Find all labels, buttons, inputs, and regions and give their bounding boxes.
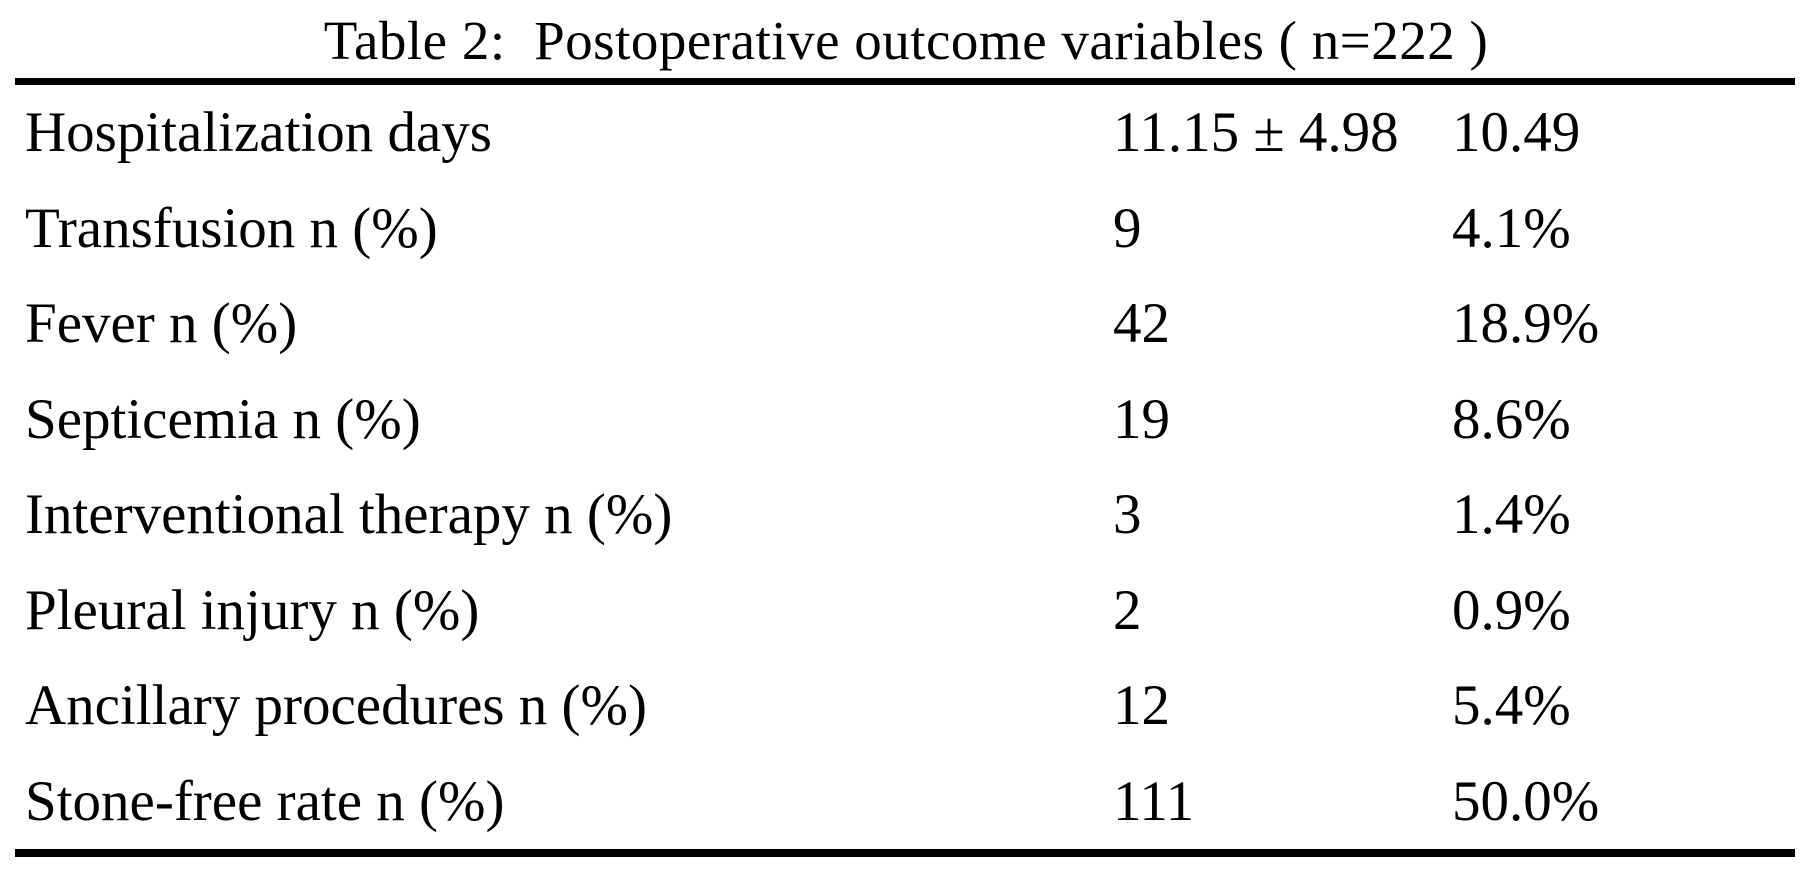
row-percent: 10.49 [1452,101,1581,165]
row-percent: 4.1% [1452,196,1571,260]
row-percent: 8.6% [1452,387,1571,451]
row-label: Ancillary procedures n (%) [25,674,647,738]
row-value: 3 [1113,483,1142,547]
row-label: Hospitalization days [25,101,492,165]
table-row: Fever n (%) 42 18.9% [0,276,1812,372]
table-row: Pleural injury n (%) 2 0.9% [0,563,1812,659]
row-value: 11.15 ± 4.98 [1113,101,1399,165]
table-row: Transfusion n (%) 9 4.1% [0,181,1812,277]
row-percent: 0.9% [1452,578,1571,642]
row-value: 9 [1113,196,1142,260]
row-percent: 5.4% [1452,674,1571,738]
row-value: 2 [1113,578,1142,642]
row-label: Septicemia n (%) [25,387,421,451]
table-row: Hospitalization days 11.15 ± 4.98 10.49 [0,85,1812,181]
row-percent: 50.0% [1452,769,1600,833]
row-value: 42 [1113,292,1170,356]
table-bottom-rule [15,849,1795,857]
row-percent: 18.9% [1452,292,1600,356]
row-label: Transfusion n (%) [25,196,438,260]
row-value: 111 [1113,769,1195,833]
row-value: 19 [1113,387,1170,451]
table-row: Interventional therapy n (%) 3 1.4% [0,467,1812,563]
table-row: Septicemia n (%) 19 8.6% [0,372,1812,468]
row-label: Pleural injury n (%) [25,578,480,642]
table-top-rule [15,78,1795,85]
row-label: Stone-free rate n (%) [25,769,505,833]
table-row: Ancillary procedures n (%) 12 5.4% [0,658,1812,754]
row-label: Interventional therapy n (%) [25,483,673,547]
table-body: Hospitalization days 11.15 ± 4.98 10.49 … [0,85,1812,849]
table-title: Table 2: Postoperative outcome variables… [323,10,1489,71]
table-row: Stone-free rate n (%) 111 50.0% [0,754,1812,850]
row-percent: 1.4% [1452,483,1571,547]
row-value: 12 [1113,674,1170,738]
row-label: Fever n (%) [25,292,298,356]
